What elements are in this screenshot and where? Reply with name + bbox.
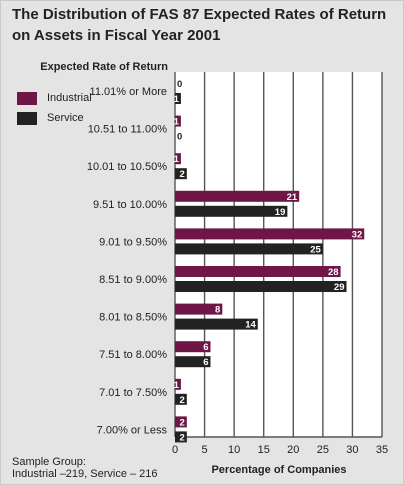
x-tick-label: 30 bbox=[346, 444, 358, 456]
data-label-service: 1 bbox=[174, 94, 180, 105]
legend-item-industrial: Industrial bbox=[17, 90, 92, 106]
bar-service bbox=[175, 93, 181, 104]
bar-industrial bbox=[175, 153, 181, 165]
x-tick-label: 15 bbox=[258, 444, 270, 456]
plot-area bbox=[175, 72, 382, 437]
sample-group-line1: Sample Group: bbox=[12, 456, 86, 468]
data-label-service: 19 bbox=[275, 207, 286, 218]
bar-service bbox=[175, 168, 187, 180]
data-label-service: 25 bbox=[310, 244, 321, 255]
category-label: 10.51 to 11.00% bbox=[88, 124, 168, 136]
y-axis-title: Expected Rate of Return bbox=[40, 61, 168, 73]
bar-industrial bbox=[175, 266, 341, 277]
data-label-industrial: 28 bbox=[328, 267, 339, 278]
x-axis-title: Percentage of Companies bbox=[211, 464, 346, 476]
category-label: 8.51 to 9.00% bbox=[99, 274, 167, 286]
legend: Industrial Service bbox=[17, 90, 92, 130]
data-label-industrial: 2 bbox=[180, 417, 185, 428]
bar-service bbox=[175, 243, 323, 255]
category-label: 9.01 to 9.50% bbox=[99, 236, 167, 248]
bar-service bbox=[175, 356, 211, 368]
data-label-industrial: 21 bbox=[287, 192, 298, 203]
bar-service bbox=[175, 205, 288, 217]
x-tick-label: 25 bbox=[317, 444, 329, 456]
data-label-service: 14 bbox=[245, 320, 256, 331]
sample-group-line2: Industrial –219, Service – 216 bbox=[12, 468, 158, 480]
data-label-industrial: 6 bbox=[203, 342, 208, 353]
x-tick-label: 35 bbox=[376, 444, 388, 456]
data-label-industrial: 1 bbox=[174, 117, 180, 128]
data-label-industrial: 8 bbox=[215, 305, 220, 316]
category-label: 7.51 to 8.00% bbox=[99, 349, 167, 361]
data-label-service: 2 bbox=[180, 169, 185, 180]
legend-label-service: Service bbox=[47, 112, 84, 124]
bar-industrial bbox=[175, 416, 187, 428]
data-label-service: 6 bbox=[203, 357, 208, 368]
x-tick-label: 20 bbox=[287, 444, 299, 456]
data-label-industrial: 32 bbox=[352, 229, 363, 240]
category-label: 7.01 to 7.50% bbox=[99, 387, 167, 399]
legend-swatch-industrial bbox=[17, 91, 37, 105]
data-label-industrial: 0 bbox=[177, 79, 182, 90]
data-label-service: 29 bbox=[334, 282, 345, 293]
data-label-industrial: 1 bbox=[174, 380, 180, 391]
bar-industrial bbox=[175, 190, 300, 202]
x-tick-label: 5 bbox=[202, 444, 208, 456]
chart-title: The Distribution of FAS 87 Expected Rate… bbox=[12, 6, 387, 44]
category-label: 10.01 to 10.50% bbox=[87, 161, 167, 173]
x-tick-label: 0 bbox=[172, 444, 178, 456]
bar-service bbox=[175, 318, 258, 330]
data-label-service: 2 bbox=[180, 395, 185, 406]
data-label-service: 0 bbox=[177, 132, 182, 143]
bar-service bbox=[175, 393, 187, 405]
bar-industrial bbox=[175, 115, 181, 127]
category-label: 7.00% or Less bbox=[97, 424, 168, 436]
bar-service bbox=[175, 431, 187, 443]
bar-industrial bbox=[175, 378, 181, 390]
legend-label-industrial: Industrial bbox=[47, 92, 92, 104]
bar-industrial bbox=[175, 228, 365, 240]
category-label: 9.51 to 10.00% bbox=[93, 199, 167, 211]
data-label-service: 2 bbox=[180, 432, 185, 443]
legend-item-service: Service bbox=[17, 110, 92, 126]
legend-swatch-service bbox=[17, 111, 37, 125]
sample-group-note: Sample Group: Industrial –219, Service –… bbox=[12, 456, 158, 480]
data-label-industrial: 1 bbox=[174, 154, 180, 165]
x-tick-label: 10 bbox=[228, 444, 240, 456]
bar-service bbox=[175, 281, 347, 292]
bar-industrial bbox=[175, 341, 211, 353]
bar-industrial bbox=[175, 303, 223, 315]
category-label: 11.01% or More bbox=[90, 86, 167, 98]
category-label: 8.01 to 8.50% bbox=[99, 312, 167, 324]
